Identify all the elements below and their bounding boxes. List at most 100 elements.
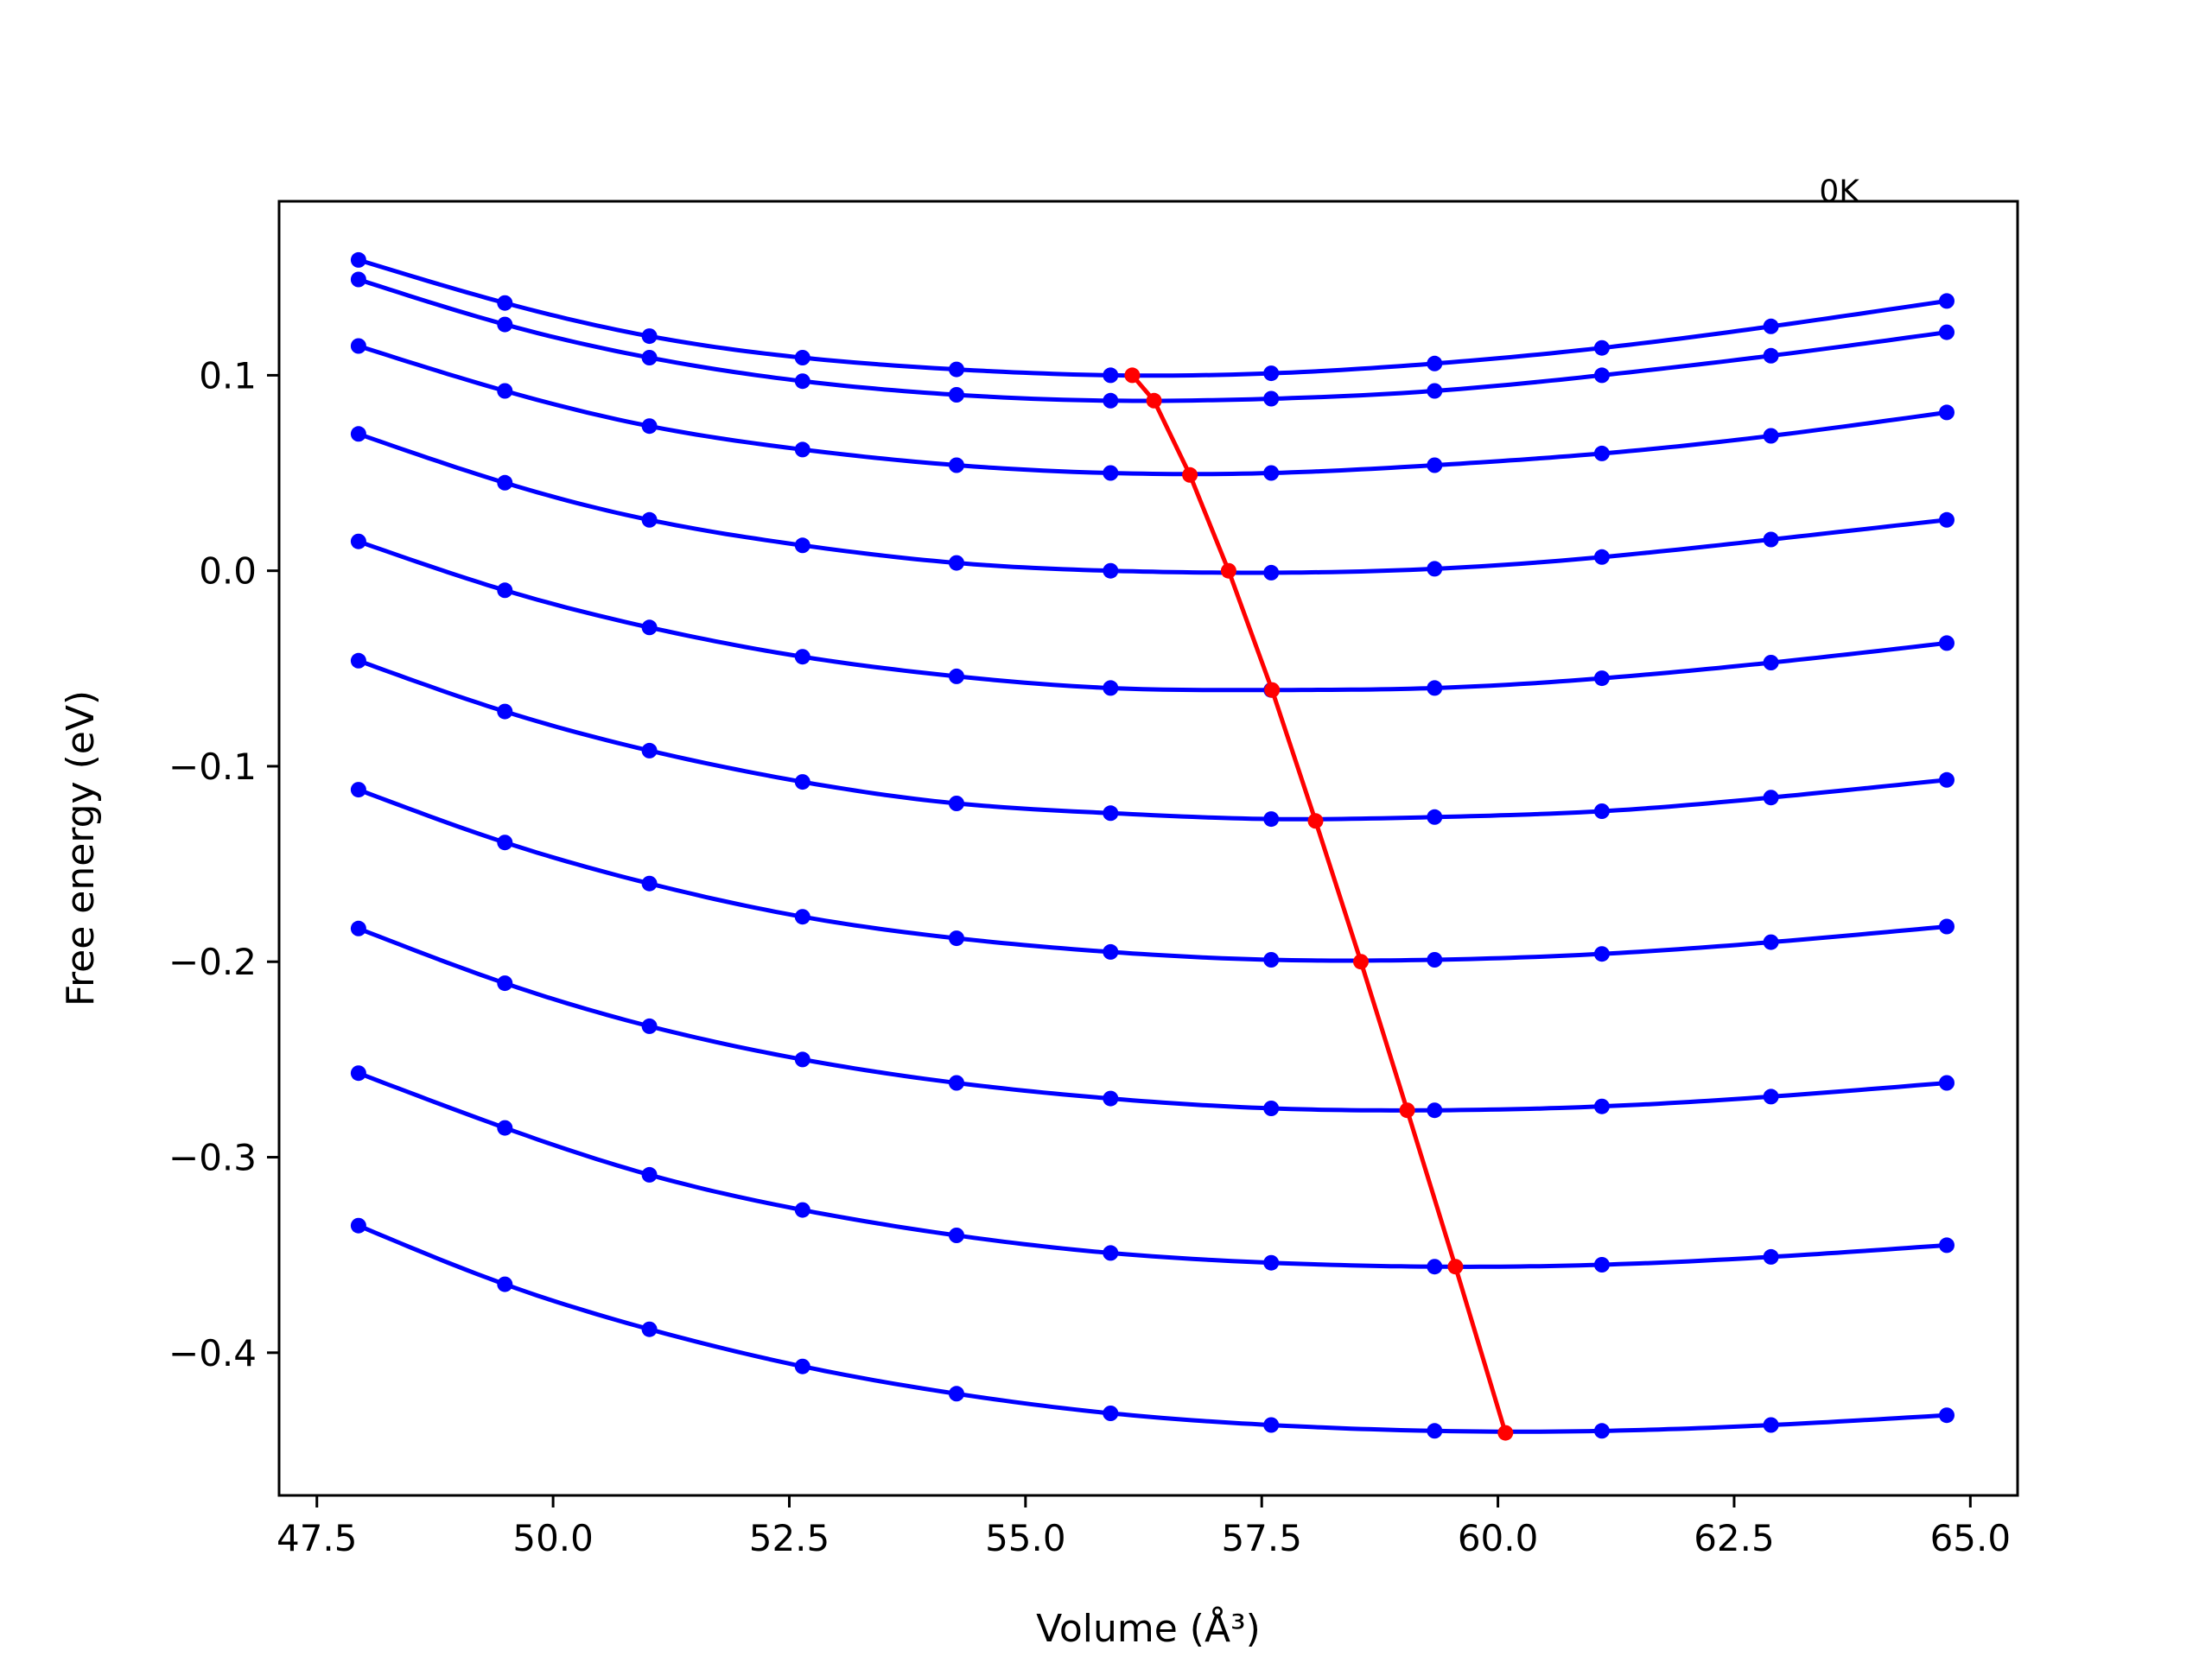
x-tick-label: 65.0	[1930, 1517, 2012, 1559]
annotation-0k: 0K	[1819, 174, 1860, 209]
data-point	[794, 1051, 810, 1068]
data-point	[641, 1166, 658, 1183]
x-tick-label: 52.5	[749, 1517, 830, 1559]
data-point	[1939, 771, 1955, 788]
series-line-4	[358, 431, 1948, 575]
x-axis: 47.5 50.0 52.5 55.0 57.5 60.0 62.5 65.0	[276, 1495, 2011, 1559]
data-point	[1263, 1254, 1280, 1271]
minimum-point	[1497, 1425, 1514, 1441]
series-line-5	[358, 539, 1948, 693]
data-point	[1427, 1102, 1443, 1119]
data-point	[1763, 428, 1779, 444]
series-line-6	[358, 658, 1948, 822]
minimum-point	[1399, 1102, 1415, 1119]
series-line-9	[357, 1070, 1948, 1269]
minimum-point	[1220, 562, 1236, 579]
data-point	[1763, 531, 1779, 548]
data-point	[949, 457, 964, 473]
curves-layer	[350, 251, 1955, 1439]
data-point	[641, 875, 658, 892]
data-point	[949, 930, 964, 947]
data-point	[1593, 445, 1610, 461]
data-point	[1427, 952, 1443, 968]
data-point	[949, 1386, 964, 1402]
data-point	[350, 271, 366, 288]
data-point	[794, 1358, 810, 1374]
data-point	[1593, 1257, 1610, 1273]
data-point	[1427, 680, 1443, 696]
data-point	[1103, 367, 1119, 384]
data-point	[949, 361, 964, 378]
data-point	[1939, 1075, 1955, 1091]
data-point	[1103, 1090, 1119, 1107]
data-point	[497, 703, 513, 720]
data-point	[1763, 934, 1779, 950]
minimum-point	[1353, 954, 1369, 970]
data-point	[1103, 392, 1119, 409]
data-point	[949, 1228, 964, 1243]
data-point	[497, 1276, 513, 1292]
data-point	[1263, 1417, 1280, 1433]
data-point	[497, 975, 513, 992]
data-point	[1939, 918, 1955, 935]
data-point	[1103, 562, 1119, 579]
data-point	[1103, 943, 1119, 960]
data-point	[1427, 809, 1443, 825]
minimum-path-line	[1130, 373, 1508, 1434]
data-point	[1103, 1245, 1119, 1261]
data-point	[794, 649, 810, 665]
minimum-point	[1307, 813, 1324, 829]
data-point	[1263, 811, 1280, 828]
data-point	[1593, 946, 1610, 962]
y-tick-label: −0.1	[168, 746, 257, 788]
data-point	[794, 774, 810, 790]
y-tick-label: 0.1	[199, 354, 257, 397]
y-tick-label: −0.3	[168, 1137, 257, 1179]
series-line-2	[358, 277, 1948, 403]
data-point	[350, 533, 366, 549]
minimum-path-layer	[1124, 367, 1514, 1441]
series-line-7	[357, 787, 1948, 963]
data-point	[1427, 355, 1443, 371]
data-point	[1763, 318, 1779, 334]
minimum-point	[1264, 682, 1281, 698]
data-point	[1427, 1259, 1443, 1275]
data-point	[794, 537, 810, 554]
minimum-point	[1146, 392, 1162, 409]
data-point	[1939, 1237, 1955, 1254]
data-point	[497, 1120, 513, 1136]
data-point	[1763, 1248, 1779, 1265]
data-point	[350, 338, 366, 354]
data-point	[350, 1065, 366, 1082]
x-axis-label: Volume (Å³)	[1036, 1605, 1261, 1651]
minimum-point	[1447, 1259, 1464, 1275]
data-point	[497, 835, 513, 851]
y-axis-label: Free energy (eV)	[59, 690, 103, 1006]
data-point	[350, 251, 366, 268]
data-point	[497, 474, 513, 491]
data-point	[1939, 1407, 1955, 1424]
x-tick-label: 55.0	[985, 1517, 1066, 1559]
data-point	[1263, 952, 1280, 968]
data-point	[1763, 790, 1779, 806]
data-point	[1593, 1098, 1610, 1114]
data-point	[1593, 340, 1610, 356]
data-point	[641, 418, 658, 435]
data-point	[497, 383, 513, 399]
data-point	[1427, 561, 1443, 577]
y-tick-label: −0.4	[168, 1332, 257, 1374]
data-point	[1103, 805, 1119, 822]
data-point	[1263, 465, 1280, 481]
data-point	[1939, 404, 1955, 421]
data-point	[497, 582, 513, 599]
data-point	[794, 350, 810, 365]
data-point	[1593, 549, 1610, 565]
data-point	[641, 742, 658, 759]
data-point	[1763, 1417, 1779, 1433]
x-tick-label: 47.5	[276, 1517, 358, 1559]
data-point	[497, 295, 513, 311]
data-point	[641, 1321, 658, 1337]
data-point	[641, 1018, 658, 1034]
